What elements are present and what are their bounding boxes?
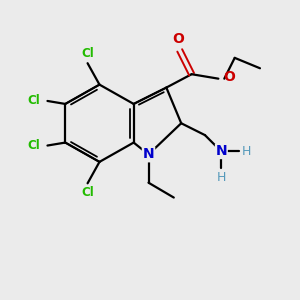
Text: H: H bbox=[217, 171, 226, 184]
Text: Cl: Cl bbox=[27, 94, 40, 107]
Text: N: N bbox=[215, 145, 227, 158]
Text: H: H bbox=[242, 145, 251, 158]
Text: O: O bbox=[172, 32, 184, 46]
Text: Cl: Cl bbox=[81, 47, 94, 60]
Text: O: O bbox=[223, 70, 235, 84]
Text: N: N bbox=[143, 148, 154, 161]
Text: Cl: Cl bbox=[81, 186, 94, 199]
Text: Cl: Cl bbox=[27, 139, 40, 152]
